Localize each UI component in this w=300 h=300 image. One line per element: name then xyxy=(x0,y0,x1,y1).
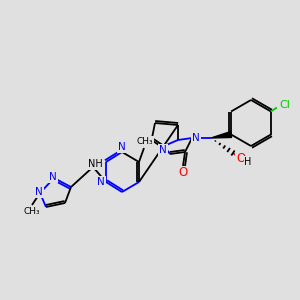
Text: N: N xyxy=(118,142,126,152)
Text: O: O xyxy=(236,152,246,164)
Text: Cl: Cl xyxy=(280,100,290,110)
Text: N: N xyxy=(159,145,167,155)
Text: N: N xyxy=(49,172,57,182)
Polygon shape xyxy=(211,131,232,138)
Text: O: O xyxy=(178,167,188,179)
Text: CH₃: CH₃ xyxy=(137,136,153,146)
Text: CH₃: CH₃ xyxy=(24,208,40,217)
Text: N: N xyxy=(35,187,43,197)
Text: N: N xyxy=(97,177,105,187)
Text: H: H xyxy=(244,157,252,167)
Text: N: N xyxy=(192,133,200,143)
Text: NH: NH xyxy=(88,159,102,169)
